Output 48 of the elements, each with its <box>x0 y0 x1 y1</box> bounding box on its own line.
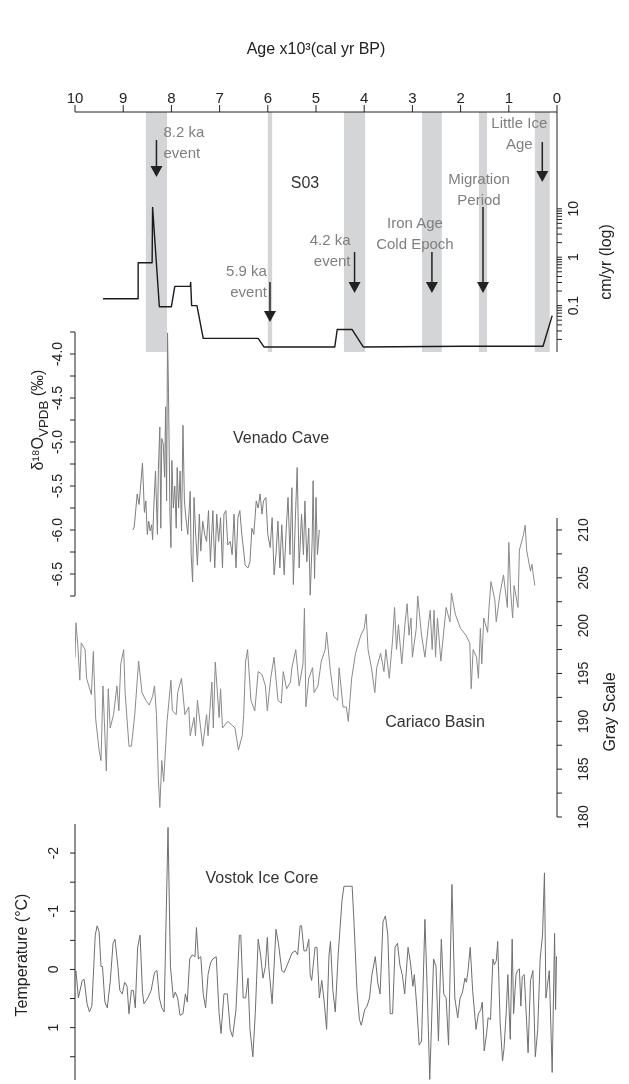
y-tick-label: 195 <box>575 661 591 686</box>
y-tick-label: 0 <box>45 965 61 974</box>
x-tick-label: 2 <box>456 89 465 106</box>
y-tick-label: -2 <box>45 846 61 860</box>
text: S03 <box>290 174 320 191</box>
x-tick-label: 1 <box>504 89 513 106</box>
y-tick-label: 10 <box>565 200 581 217</box>
x-tick-label: 9 <box>119 89 128 106</box>
y-tick-label: -5.5 <box>49 473 65 499</box>
x-tick-label: 6 <box>263 89 272 106</box>
y-tick-label: 185 <box>575 757 591 781</box>
band-label: Iron Age Cold Epoch <box>376 214 454 252</box>
band-label: 5.9 ka event <box>226 262 268 300</box>
y-tick-label: -6.0 <box>49 517 65 543</box>
series-label: Cariaco Basin <box>385 713 485 730</box>
band-label: Migration Period <box>448 170 510 208</box>
line-series <box>75 524 536 808</box>
y-tick-label: 180 <box>575 805 591 829</box>
y-tick-label: 210 <box>575 518 591 542</box>
y-tick-label: -6.5 <box>49 561 65 587</box>
text: Venado Cave <box>232 429 330 446</box>
y-axis-title: Gray Scale <box>601 672 619 752</box>
x-tick-label: 10 <box>66 89 84 106</box>
band-label: 4.2 ka event <box>309 231 352 269</box>
y-tick-label: 0.1 <box>565 295 581 316</box>
y-tick-label: 205 <box>575 565 591 590</box>
x-tick-label: 4 <box>360 89 369 106</box>
x-tick-label: 8 <box>167 89 176 106</box>
y-tick-label: 1 <box>45 1023 61 1032</box>
y-tick-label: -4.0 <box>49 341 65 367</box>
series-label: Vostok Ice Core <box>205 869 319 886</box>
x-tick-label: 5 <box>311 89 321 106</box>
y-tick-label: -4.5 <box>49 385 65 411</box>
x-tick-label: 7 <box>215 89 224 106</box>
y-tick-label: -1 <box>45 904 61 918</box>
x-axis-title: Age x10³(cal yr BP) <box>246 40 386 58</box>
line-series <box>75 826 557 1080</box>
line-series <box>102 206 553 348</box>
y-tick-label: 200 <box>575 613 591 638</box>
y-tick-label: -5.0 <box>49 429 65 455</box>
band-label: 8.2 ka event <box>163 123 205 161</box>
y-axis-title: cm/yr (log) <box>597 224 615 300</box>
band-label: Little Ice Age <box>491 114 548 152</box>
y-axis-title: Temperature (°C) <box>13 893 31 1017</box>
x-tick-label: 3 <box>408 89 417 106</box>
y-tick-label: 190 <box>575 709 591 733</box>
x-tick-label: 0 <box>552 89 562 106</box>
y-tick-label: 1 <box>565 253 581 262</box>
